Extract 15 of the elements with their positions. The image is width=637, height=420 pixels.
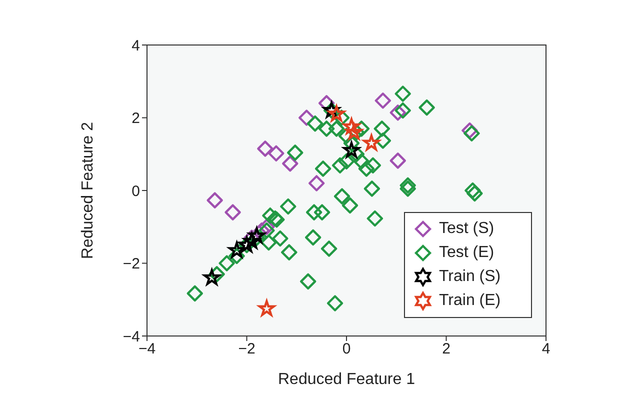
- x-tick-label: −2: [238, 340, 256, 358]
- y-tick-label: −4: [122, 328, 140, 346]
- y-tick-label: 4: [132, 37, 140, 54]
- y-tick-label: 0: [132, 182, 140, 200]
- x-axis-title: Reduced Feature 1: [278, 371, 416, 388]
- y-axis-title: Reduced Feature 2: [80, 122, 97, 259]
- x-tick-label: 4: [542, 340, 550, 358]
- y-tick-label: −2: [122, 256, 140, 273]
- y-tick-label: 2: [132, 110, 140, 128]
- legend-label: Test (E): [439, 243, 494, 263]
- legend-label: Train (S): [439, 267, 501, 287]
- x-tick-label: 0: [342, 340, 351, 358]
- x-tick-label: 2: [442, 340, 450, 358]
- legend-label: Test (S): [439, 219, 494, 239]
- legend-label: Train (E): [439, 291, 501, 311]
